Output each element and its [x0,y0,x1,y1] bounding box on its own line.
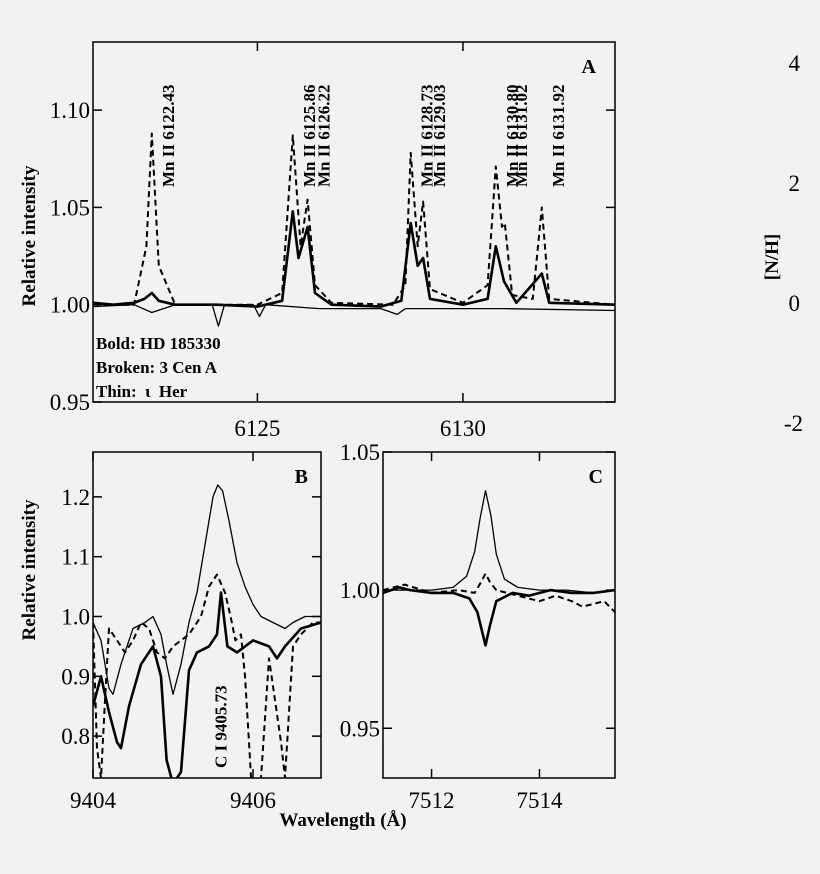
line-label: Mn II 6126.22 [315,85,334,187]
line-label: Mn II 6131.02 [512,85,531,187]
x-tick-label: 7512 [409,788,455,813]
panel-a-series-dashed [93,132,615,306]
panel-c: 7512 7514 0.95 1.00 1.05 C [340,440,616,813]
y-tick-label: 0.95 [340,716,380,741]
panel-c-letter: C [589,466,603,488]
legend-bold: Bold: HD 185330 [96,334,221,353]
line-label: Mn II 6131.92 [549,85,568,187]
panel-a-ticks: 6125 6130 0.95 1.00 1.05 1.10 [50,42,615,441]
panel-a-frame [92,41,616,403]
x-tick-label: 6125 [234,416,280,441]
x-tick-label: 7514 [516,788,563,813]
y-tick-label: 1.05 [340,440,380,465]
panel-a-series-thin [93,304,615,327]
line-label: Mn II 6122.43 [159,85,178,187]
line-label: Mn II 6125.86 [300,85,319,187]
nh-tick-2: 2 [789,171,801,196]
panel-c-series [383,490,615,647]
x-tick-label: 9404 [70,788,117,813]
y-tick-label: 0.9 [61,664,90,689]
cropped-panel-ticks: 4 2 0 -2 [N/H] [762,51,803,436]
y-tick-label: 1.2 [61,485,90,510]
nh-tick-4: 4 [789,51,801,76]
y-tick-label: 1.1 [61,545,90,570]
panel-b-ticks: 9404 9406 0.8 0.9 1.0 1.1 1.2 [61,452,321,813]
y-tick-label: 1.05 [50,195,90,220]
panel-a-ylabel: Relative intensity [19,165,40,306]
panel-b-series-dashed [93,573,321,778]
y-tick-label: 0.95 [50,390,90,415]
panel-c-series-dashed [383,572,615,613]
panel-c-ticks: 7512 7514 0.95 1.00 1.05 [340,440,615,813]
legend-broken: Broken: 3 Cen A [96,358,218,377]
y-tick-label: 0.8 [61,724,90,749]
panel-b-ylabel: Relative intensity [19,499,40,640]
legend-thin: Thin: ι Her [96,382,188,401]
panel-a-series [93,132,615,327]
panel-a-letter: A [582,56,597,78]
panel-c-frame [382,451,616,779]
panel-b-series-thin [93,484,321,695]
x-axis-label: Wavelength (Å) [279,810,406,831]
y-tick-label: 1.00 [340,578,380,603]
panel-b-annotation: C I 9405.73 [211,685,230,768]
x-tick-label: 9406 [230,788,276,813]
panel-b-series [93,484,321,778]
panel-c-series-thin [383,490,615,594]
nh-ylabel: [N/H] [762,234,783,280]
line-label: Mn II 6128.73 [418,85,437,187]
y-tick-label: 1.00 [50,293,90,318]
panel-b-series-bold [93,591,321,778]
line-label: Mn II 6129.03 [430,85,449,187]
x-tick-label: 6130 [440,416,486,441]
panel-c-series-bold [383,586,615,647]
line-label: Mn II 6130.80 [503,85,522,187]
panel-b-letter: B [295,466,308,488]
nh-tick-0: 0 [789,291,801,316]
panel-b: 9404 9406 0.8 0.9 1.0 1.1 1.2 B Relative inten… [19,451,322,813]
panel-b-frame [92,451,322,779]
nh-tick-minus-2: -2 [784,411,803,436]
y-tick-label: 1.0 [61,604,90,629]
panel-a-series-bold [93,210,615,308]
y-tick-label: 1.10 [50,98,90,123]
